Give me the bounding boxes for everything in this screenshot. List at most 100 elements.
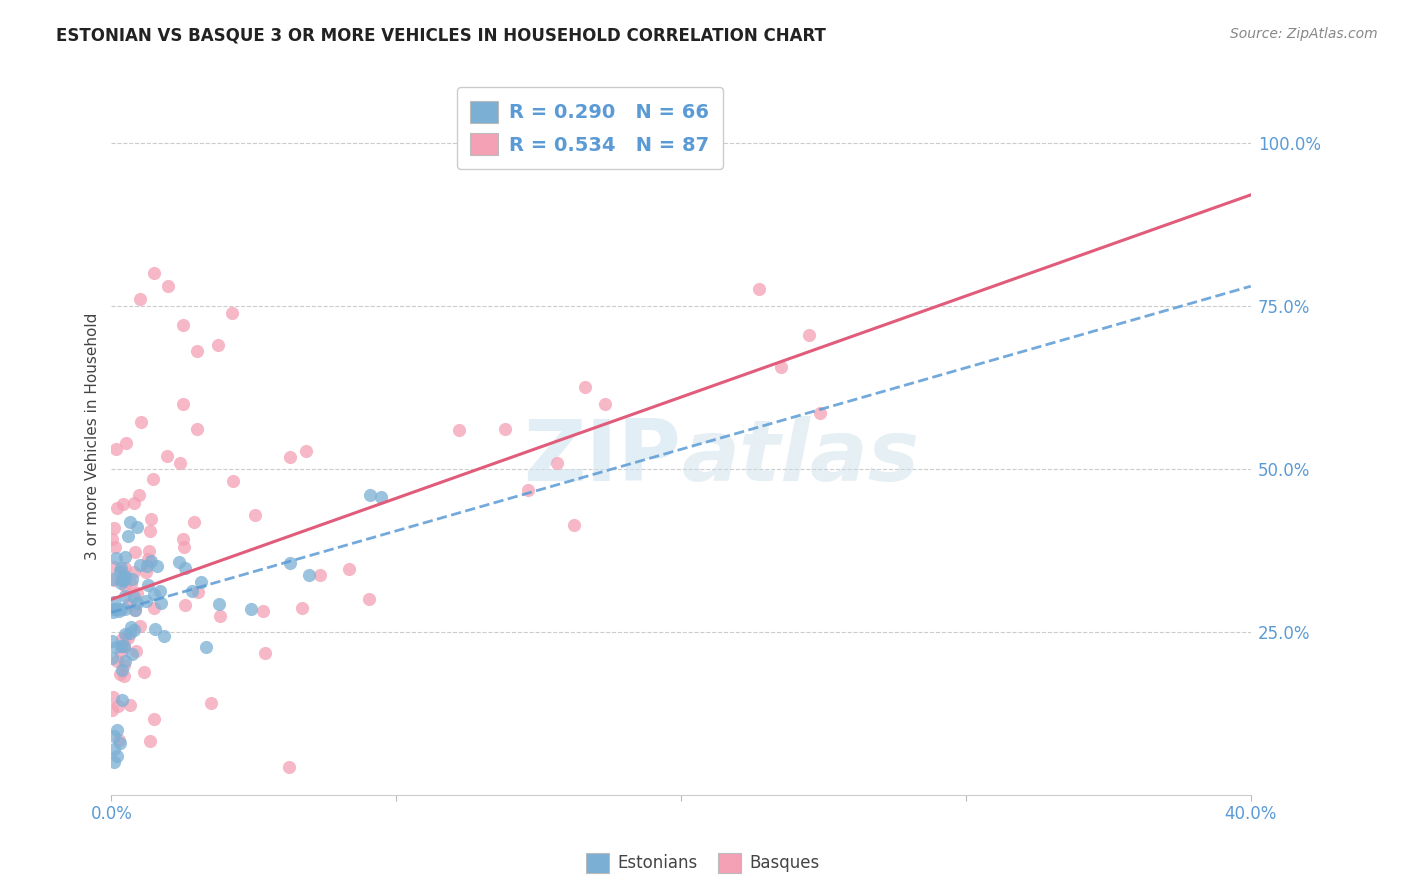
Point — [153, 629, 176, 643]
Point — [291, 601, 314, 615]
Point — [101, 605, 124, 619]
Point — [143, 600, 166, 615]
Point — [139, 524, 162, 538]
Point — [149, 584, 172, 599]
Point — [222, 474, 245, 488]
Point — [128, 292, 150, 306]
Point — [103, 573, 125, 587]
Point — [101, 532, 124, 546]
Point — [105, 640, 128, 654]
Point — [187, 584, 209, 599]
Point — [103, 560, 125, 574]
Text: atlas: atlas — [681, 417, 920, 500]
Point — [114, 629, 136, 643]
Point — [122, 496, 145, 510]
Point — [593, 397, 616, 411]
Point — [101, 690, 124, 705]
Point — [110, 560, 132, 574]
Point — [174, 561, 197, 575]
Point — [128, 488, 150, 502]
Point — [103, 742, 125, 756]
Point — [114, 602, 136, 616]
Point — [135, 594, 157, 608]
Point — [118, 515, 141, 529]
Point — [105, 723, 128, 737]
Point — [103, 595, 125, 609]
Point — [111, 632, 134, 646]
Point — [114, 549, 136, 564]
Point — [173, 541, 195, 555]
Point — [186, 344, 208, 359]
Point — [136, 559, 159, 574]
Point — [112, 669, 135, 683]
Point — [207, 338, 229, 352]
Point — [143, 266, 166, 280]
Point — [108, 733, 131, 747]
Point — [135, 566, 157, 580]
Point — [124, 603, 146, 617]
Point — [309, 568, 332, 582]
Point — [122, 565, 145, 579]
Point — [117, 631, 139, 645]
Point — [169, 457, 191, 471]
Point — [117, 598, 139, 612]
Point — [112, 574, 135, 588]
Point — [105, 654, 128, 668]
Point — [114, 654, 136, 668]
Point — [294, 444, 316, 458]
Point — [118, 698, 141, 712]
Point — [142, 712, 165, 726]
Point — [143, 587, 166, 601]
Point — [183, 516, 205, 530]
Point — [167, 555, 190, 569]
Point — [114, 589, 136, 603]
Point — [104, 442, 127, 457]
Point — [221, 306, 243, 320]
Legend: R = 0.290   N = 66, R = 0.534   N = 87: R = 0.290 N = 66, R = 0.534 N = 87 — [457, 87, 723, 169]
Point — [190, 575, 212, 590]
Point — [494, 422, 516, 436]
Point — [337, 562, 360, 576]
Point — [172, 532, 194, 546]
Point — [124, 545, 146, 559]
Point — [101, 702, 124, 716]
Point — [245, 508, 267, 523]
Point — [105, 501, 128, 516]
Point — [101, 650, 124, 665]
Point — [278, 556, 301, 570]
Point — [298, 567, 321, 582]
Point — [129, 415, 152, 429]
Point — [104, 551, 127, 566]
Point — [105, 748, 128, 763]
Point — [124, 603, 146, 617]
Point — [125, 519, 148, 533]
Point — [110, 576, 132, 591]
Point — [112, 497, 135, 511]
Point — [114, 627, 136, 641]
Point — [574, 380, 596, 394]
Point — [104, 602, 127, 616]
Point — [112, 658, 135, 673]
Point — [108, 736, 131, 750]
Point — [200, 697, 222, 711]
Point — [100, 572, 122, 586]
Point — [797, 327, 820, 342]
Point — [174, 599, 197, 613]
Point — [107, 698, 129, 713]
Point — [139, 734, 162, 748]
Point — [186, 421, 208, 435]
Point — [132, 665, 155, 679]
Point — [117, 529, 139, 543]
Point — [110, 602, 132, 616]
Point — [122, 590, 145, 604]
Point — [127, 596, 149, 610]
Text: Source: ZipAtlas.com: Source: ZipAtlas.com — [1230, 27, 1378, 41]
Point — [769, 360, 792, 375]
Point — [139, 554, 162, 568]
Point — [111, 573, 134, 587]
Point — [118, 625, 141, 640]
Point — [114, 569, 136, 583]
Point — [112, 640, 135, 654]
Point — [115, 436, 138, 450]
Point — [108, 603, 131, 617]
